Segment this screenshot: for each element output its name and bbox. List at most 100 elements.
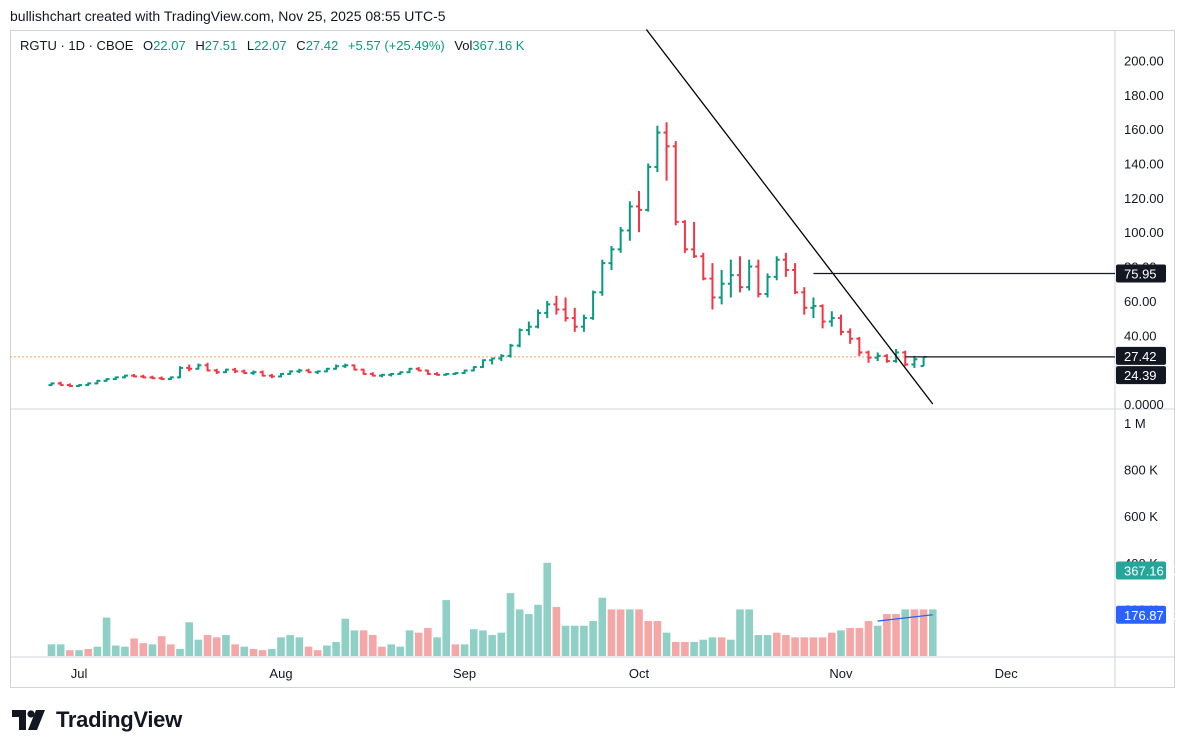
ohlc-bar[interactable] <box>507 343 514 358</box>
ohlc-bar[interactable] <box>810 297 817 319</box>
ohlc-bar[interactable] <box>865 350 872 363</box>
volume-bar[interactable] <box>268 649 276 656</box>
volume-bar[interactable] <box>111 645 120 656</box>
volume-bar[interactable] <box>47 644 56 656</box>
volume-bar[interactable] <box>809 637 818 656</box>
ohlc-bar[interactable] <box>746 259 753 291</box>
ohlc-bar[interactable] <box>213 368 220 374</box>
ohlc-bar[interactable] <box>654 125 661 173</box>
ohlc-bar[interactable] <box>241 369 248 375</box>
ohlc-bar[interactable] <box>195 363 202 370</box>
ohlc-bar[interactable] <box>755 259 762 298</box>
trendline[interactable] <box>645 29 934 405</box>
volume-bar[interactable] <box>378 646 386 656</box>
ohlc-bar[interactable] <box>250 370 257 375</box>
ohlc-bar[interactable] <box>323 367 330 373</box>
volume-bar[interactable] <box>782 635 790 656</box>
volume-bar[interactable] <box>167 644 175 656</box>
ohlc-bar[interactable] <box>314 370 321 374</box>
ohlc-bar[interactable] <box>222 368 229 374</box>
ohlc-bar[interactable] <box>479 359 486 369</box>
ohlc-bar[interactable] <box>764 273 771 298</box>
volume-bar[interactable] <box>203 635 212 656</box>
ohlc-bar[interactable] <box>204 362 211 372</box>
volume-bar[interactable] <box>277 637 285 656</box>
volume-bar[interactable] <box>910 609 919 656</box>
ohlc-bar[interactable] <box>149 375 156 380</box>
volume-bar[interactable] <box>589 621 597 656</box>
volume-bar[interactable] <box>901 609 910 656</box>
ohlc-bar[interactable] <box>121 374 128 379</box>
volume-bar[interactable] <box>580 625 588 656</box>
ohlc-bar[interactable] <box>737 256 743 293</box>
ohlc-bar[interactable] <box>801 287 808 315</box>
ohlc-bar[interactable] <box>544 300 551 319</box>
ohlc-bar[interactable] <box>232 367 239 374</box>
ohlc-bar[interactable] <box>158 376 165 381</box>
volume-bar[interactable] <box>451 644 460 656</box>
volume-bar[interactable] <box>699 639 708 656</box>
ohlc-bar[interactable] <box>131 373 138 378</box>
volume-bar[interactable] <box>286 635 294 656</box>
ohlc-bar[interactable] <box>727 259 734 298</box>
ohlc-bar[interactable] <box>902 350 909 367</box>
ohlc-bar[interactable] <box>333 364 340 370</box>
ohlc-bar[interactable] <box>167 376 174 381</box>
ohlc-bar[interactable] <box>525 321 532 336</box>
volume-bar[interactable] <box>469 629 478 656</box>
ohlc-bar[interactable] <box>535 309 542 329</box>
volume-bar[interactable] <box>506 593 515 656</box>
ohlc-bar[interactable] <box>424 369 431 375</box>
ohlc-bar[interactable] <box>498 354 505 362</box>
ohlc-bar[interactable] <box>268 373 275 379</box>
volume-bar[interactable] <box>341 618 350 656</box>
volume-bar[interactable] <box>93 646 102 656</box>
ohlc-bar[interactable] <box>856 336 863 356</box>
volume-bar[interactable] <box>791 637 799 656</box>
ohlc-bar[interactable] <box>415 367 422 372</box>
volume-bar[interactable] <box>919 609 928 656</box>
volume-bar[interactable] <box>928 609 937 656</box>
volume-bar[interactable] <box>763 635 772 656</box>
volume-bar[interactable] <box>644 621 652 656</box>
ohlc-bar[interactable] <box>553 295 560 315</box>
ohlc-bar[interactable] <box>883 354 890 363</box>
volume-bar[interactable] <box>708 637 717 656</box>
ohlc-bar[interactable] <box>470 366 477 372</box>
ohlc-bar[interactable] <box>66 383 73 387</box>
volume-bar[interactable] <box>635 609 643 656</box>
ohlc-bar[interactable] <box>617 227 624 253</box>
volume-bar[interactable] <box>194 639 203 656</box>
volume-bar[interactable] <box>102 617 111 656</box>
ohlc-bar[interactable] <box>461 369 468 375</box>
ohlc-bar[interactable] <box>259 370 266 377</box>
volume-bar[interactable] <box>433 637 441 656</box>
volume-bar[interactable] <box>607 609 616 656</box>
ohlc-bar[interactable] <box>342 363 349 368</box>
volume-bar[interactable] <box>626 609 634 656</box>
ohlc-bar[interactable] <box>782 252 789 277</box>
ohlc-bar[interactable] <box>709 263 716 310</box>
ohlc-bar[interactable] <box>663 122 670 181</box>
volume-bar[interactable] <box>249 649 258 656</box>
ohlc-bar[interactable] <box>434 372 441 376</box>
ohlc-bar[interactable] <box>388 372 395 377</box>
volume-bar[interactable] <box>800 637 809 656</box>
volume-bar[interactable] <box>414 632 423 656</box>
ohlc-bar[interactable] <box>911 355 918 368</box>
ohlc-bar[interactable] <box>626 201 633 241</box>
volume-bar[interactable] <box>258 650 267 656</box>
volume-bar[interactable] <box>552 607 561 656</box>
ohlc-bar[interactable] <box>278 372 284 378</box>
volume-bar[interactable] <box>396 646 405 656</box>
ohlc-bar[interactable] <box>296 368 303 374</box>
ohlc-bar[interactable] <box>837 314 844 336</box>
volume-bar[interactable] <box>873 625 882 656</box>
ohlc-bar[interactable] <box>443 372 450 376</box>
volume-bar[interactable] <box>313 650 322 656</box>
volume-bar[interactable] <box>424 628 432 656</box>
ohlc-bar[interactable] <box>406 367 413 374</box>
volume-bar[interactable] <box>772 632 781 656</box>
volume-bar[interactable] <box>295 637 304 656</box>
ohlc-bar[interactable] <box>516 328 523 348</box>
